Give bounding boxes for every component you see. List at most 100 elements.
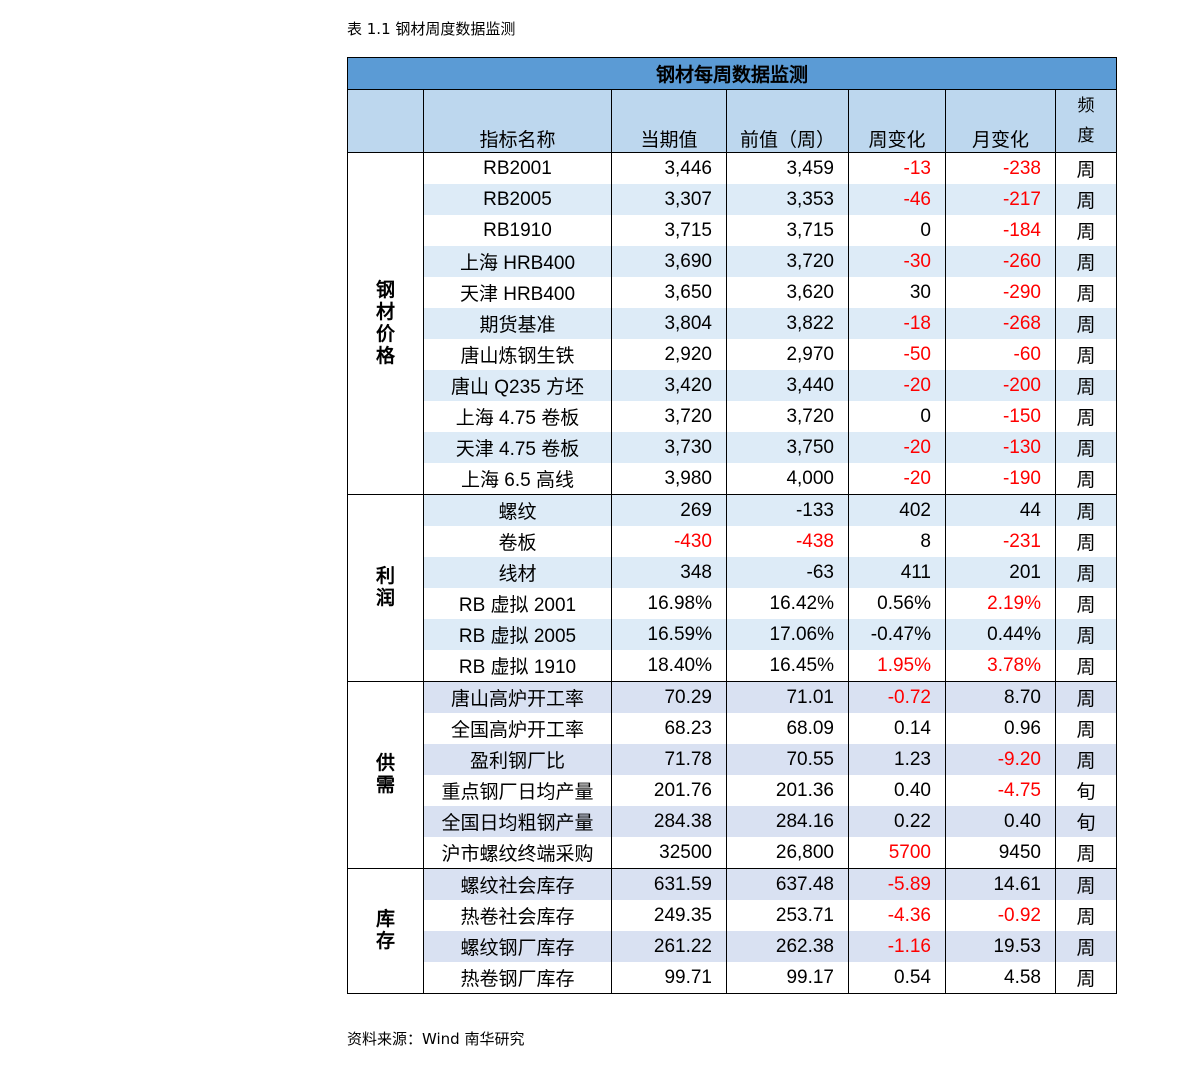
section-3: 库存螺纹社会库存 631.59 637.48 -5.89 14.61 周热卷社会库存 249… [347,868,1117,994]
table-row: RB 虚拟 2005 16.59% 17.06% -0.47% 0.44% 周 [348,619,1117,650]
indicator-name: 唐山炼钢生铁 [423,339,612,370]
frequency: 周 [1055,401,1117,432]
monthly-change: -290 [945,277,1056,308]
table-row: RB2005 3,307 3,353 -46 -217 周 [348,184,1117,215]
previous-value: 71.01 [726,681,849,713]
current-value: 3,804 [611,308,727,339]
monthly-change: -268 [945,308,1056,339]
weekly-change: -0.47% [848,619,946,650]
monthly-change: 0.96 [945,713,1056,744]
previous-value: -133 [726,494,849,526]
frequency: 周 [1055,681,1117,713]
monthly-change: 8.70 [945,681,1056,713]
previous-value: 201.36 [726,775,849,806]
indicator-name: 天津 4.75 卷板 [423,432,612,463]
previous-value: 70.55 [726,744,849,775]
indicator-name: 上海 HRB400 [423,246,612,277]
table-row: 利润螺纹 269 -133 402 44 周 [347,494,1117,682]
previous-value: 68.09 [726,713,849,744]
category-label: 库存 [347,868,424,994]
monthly-change: -231 [945,526,1056,557]
monthly-change: -238 [945,152,1056,184]
table-row: 热卷社会库存 249.35 253.71 -4.36 -0.92 周 [348,900,1117,931]
section-0: 钢材价格 RB2001 3,446 3,459 -13 -238 周 RB2005 3,307 3… [347,152,1117,495]
indicator-name: 全国日均粗钢产量 [423,806,612,837]
weekly-change: -20 [848,432,946,463]
header-previous: 前值（周） [726,89,849,153]
indicator-name: RB2005 [423,184,612,215]
previous-value: 3,440 [726,370,849,401]
monthly-change: -184 [945,215,1056,246]
header-frequency-text: 频度 [1077,96,1095,145]
monthly-change: 14.61 [945,868,1056,900]
indicator-name: 期货基准 [423,308,612,339]
frequency: 周 [1055,557,1117,588]
weekly-change: 1.23 [848,744,946,775]
current-value: 269 [611,494,727,526]
current-value: 71.78 [611,744,727,775]
weekly-change: 0.40 [848,775,946,806]
monthly-change: 44 [945,494,1056,526]
weekly-change: 0.54 [848,962,946,994]
previous-value: 99.17 [726,962,849,994]
frequency: 周 [1055,463,1117,495]
indicator-name: 盈利钢厂比 [423,744,612,775]
weekly-change: 0.22 [848,806,946,837]
table-row: 钢材价格 RB2001 3,446 3,459 -13 -238 周 [347,152,1117,495]
previous-value: -63 [726,557,849,588]
weekly-change: -18 [848,308,946,339]
frequency: 周 [1055,432,1117,463]
table-row: 上海 4.75 卷板 3,720 3,720 0 -150 周 [348,401,1117,432]
category-label: 钢材价格 [347,152,424,495]
frequency: 周 [1055,588,1117,619]
frequency: 周 [1055,339,1117,370]
indicator-name: 唐山高炉开工率 [423,681,612,713]
table-row: 螺纹钢厂库存 261.22 262.38 -1.16 19.53 周 [348,931,1117,962]
frequency: 周 [1055,308,1117,339]
weekly-change: -0.72 [848,681,946,713]
weekly-change: 0 [848,401,946,432]
previous-value: 4,000 [726,463,849,495]
previous-value: 253.71 [726,900,849,931]
frequency: 周 [1055,370,1117,401]
indicator-name: 全国高炉开工率 [423,713,612,744]
indicator-name: 热卷钢厂库存 [423,962,612,994]
indicator-name: 螺纹社会库存 [423,868,612,900]
previous-value: 3,715 [726,215,849,246]
table-row: 热卷钢厂库存 99.71 99.17 0.54 4.58 周 [348,962,1117,994]
frequency: 周 [1055,713,1117,744]
current-value: -430 [611,526,727,557]
previous-value: 284.16 [726,806,849,837]
previous-value: 2,970 [726,339,849,370]
table-row: 唐山炼钢生铁 2,920 2,970 -50 -60 周 [348,339,1117,370]
current-value: 18.40% [611,650,727,682]
current-value: 70.29 [611,681,727,713]
weekly-change: 8 [848,526,946,557]
weekly-change: 402 [848,494,946,526]
previous-value: 262.38 [726,931,849,962]
monthly-change: -4.75 [945,775,1056,806]
current-value: 32500 [611,837,727,869]
table-row: 重点钢厂日均产量 201.76 201.36 0.40 -4.75 旬 [348,775,1117,806]
previous-value: 3,720 [726,401,849,432]
previous-value: 3,750 [726,432,849,463]
weekly-change: -20 [848,370,946,401]
previous-value: 3,620 [726,277,849,308]
indicator-name: 上海 4.75 卷板 [423,401,612,432]
current-value: 631.59 [611,868,727,900]
current-value: 3,715 [611,215,727,246]
monthly-change: -190 [945,463,1056,495]
current-value: 2,920 [611,339,727,370]
weekly-change: 30 [848,277,946,308]
indicator-name: RB 虚拟 2005 [423,619,612,650]
weekly-change: -13 [848,152,946,184]
weekly-change: 1.95% [848,650,946,682]
table-row: 卷板 -430 -438 8 -231 周 [348,526,1117,557]
current-value: 3,307 [611,184,727,215]
previous-value: 637.48 [726,868,849,900]
table-row: 上海 6.5 高线 3,980 4,000 -20 -190 周 [348,463,1117,495]
table-row: 盈利钢厂比 71.78 70.55 1.23 -9.20 周 [348,744,1117,775]
table-row: 全国日均粗钢产量 284.38 284.16 0.22 0.40 旬 [348,806,1117,837]
previous-value: 16.45% [726,650,849,682]
table-row: RB 虚拟 2001 16.98% 16.42% 0.56% 2.19% 周 [348,588,1117,619]
